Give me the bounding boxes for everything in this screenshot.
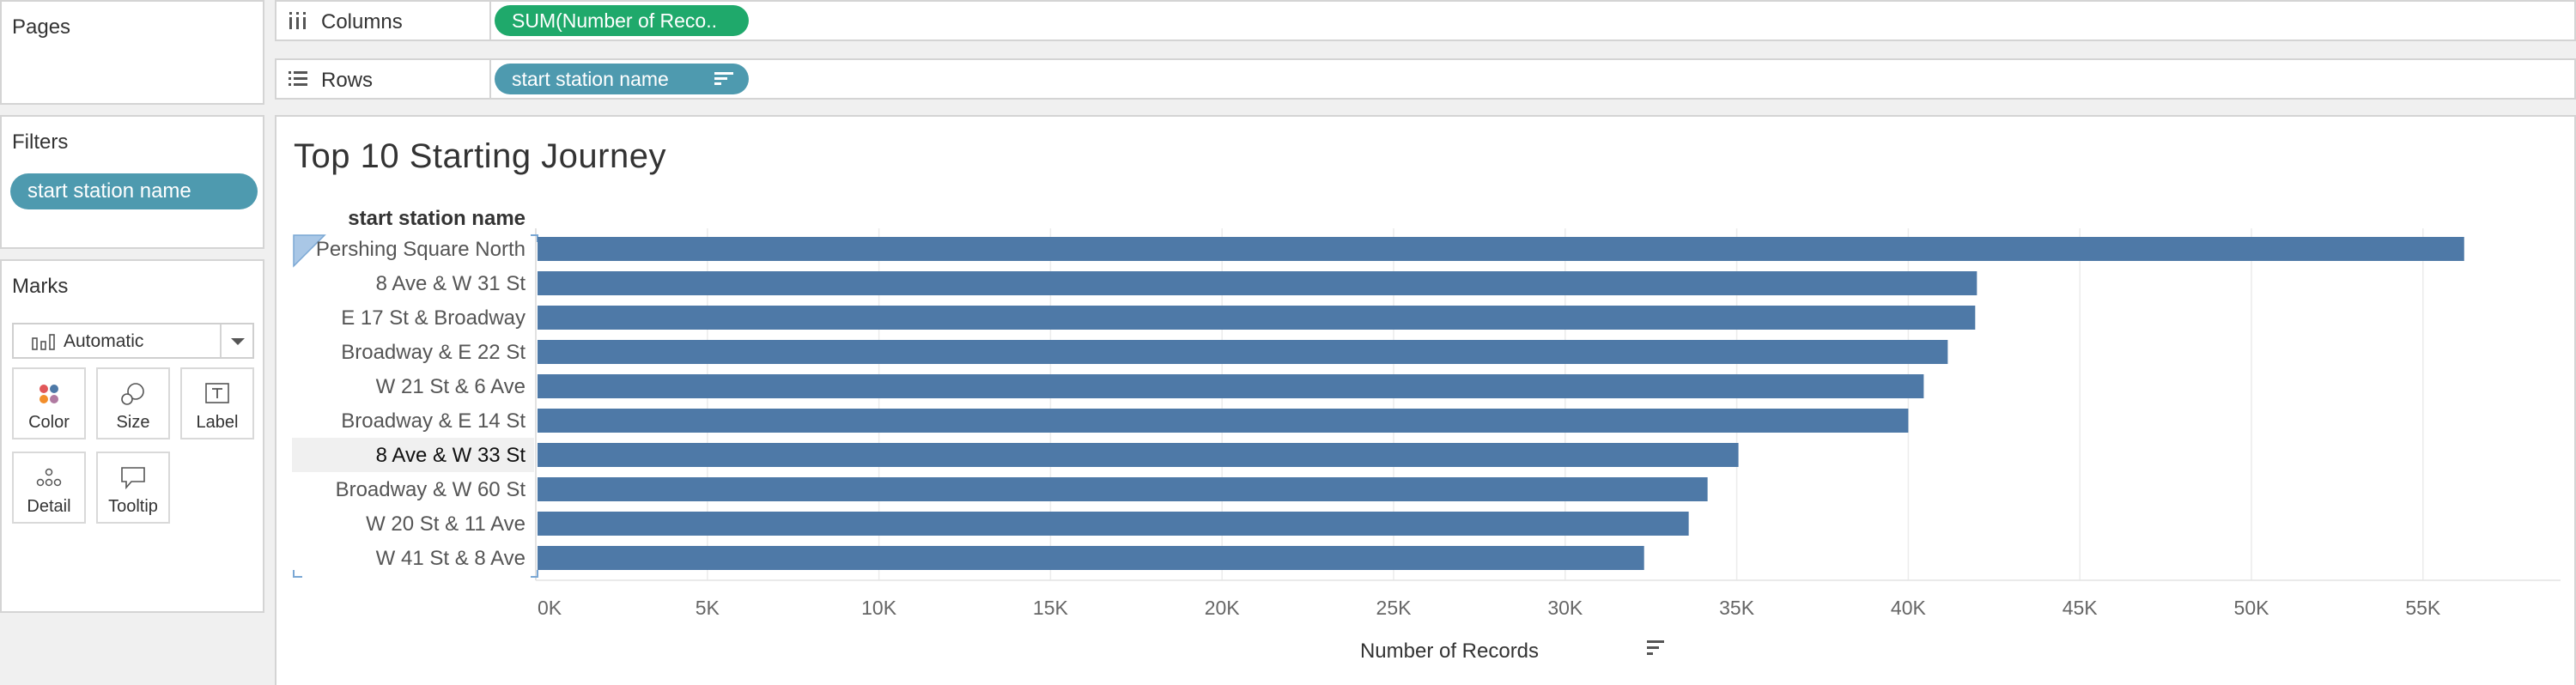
- sort-icon-bar: [1647, 652, 1653, 655]
- rows-pill-label: start station name: [512, 68, 669, 90]
- corner-selection-icon: [293, 234, 326, 268]
- x-tick-label: 40K: [1891, 597, 1927, 619]
- x-tick-label: 5K: [696, 597, 720, 619]
- row-header-label: start station name: [348, 207, 526, 230]
- columns-shelf[interactable]: Columns SUM(Number of Reco..: [275, 0, 2576, 41]
- sort-descending-icon: [714, 72, 733, 85]
- category-label[interactable]: Broadway & W 60 St: [336, 478, 526, 501]
- x-tick-label: 55K: [2405, 597, 2441, 619]
- bar-chart-icon: [32, 334, 55, 350]
- detail-icon: [36, 468, 62, 487]
- bar[interactable]: [538, 409, 1909, 433]
- x-tick-label: 25K: [1376, 597, 1413, 619]
- bar[interactable]: [538, 306, 1976, 330]
- x-tick-label: 45K: [2063, 597, 2099, 619]
- detail-button[interactable]: Detail: [12, 452, 86, 524]
- x-tick-label: 30K: [1547, 597, 1583, 619]
- category-label[interactable]: Pershing Square North: [316, 238, 526, 261]
- label-button[interactable]: Label: [180, 367, 254, 439]
- category-label[interactable]: W 20 St & 11 Ave: [366, 512, 526, 536]
- x-tick-label: 35K: [1719, 597, 1755, 619]
- x-tick-label: 0K: [538, 597, 562, 619]
- bar[interactable]: [538, 374, 1924, 398]
- color-button[interactable]: Color: [12, 367, 86, 439]
- sort-icon-bar: [1647, 646, 1659, 649]
- pages-title: Pages: [12, 15, 71, 39]
- label-icon: [205, 383, 229, 403]
- x-axis-title: Number of Records: [1360, 640, 1539, 663]
- selection-bracket: [293, 570, 302, 578]
- chevron-down-icon[interactable]: [220, 324, 252, 357]
- size-button[interactable]: Size: [96, 367, 170, 439]
- x-tick-label: 10K: [861, 597, 897, 619]
- selection-bracket: [531, 234, 538, 242]
- rows-pill[interactable]: start station name: [495, 64, 749, 94]
- marks-card[interactable]: Marks Automatic Color Size: [0, 259, 264, 613]
- tooltip-label: Tooltip: [108, 497, 158, 516]
- category-label[interactable]: W 21 St & 6 Ave: [376, 375, 526, 398]
- color-label: Color: [28, 413, 70, 432]
- selection-bracket: [531, 570, 538, 578]
- filter-pill-start-station-name[interactable]: start station name: [10, 173, 258, 209]
- bar[interactable]: [538, 477, 1708, 501]
- columns-icon: [289, 12, 306, 29]
- marks-title: Marks: [12, 275, 69, 298]
- rows-label: Rows: [321, 69, 374, 92]
- category-label[interactable]: Broadway & E 14 St: [341, 409, 526, 433]
- tooltip-icon: [121, 467, 145, 490]
- columns-pill[interactable]: SUM(Number of Reco..: [495, 5, 749, 36]
- chart-view[interactable]: Top 10 Starting Journey start station na…: [275, 115, 2576, 685]
- rows-shelf[interactable]: Rows start station name: [275, 58, 2576, 100]
- label-label: Label: [196, 413, 239, 432]
- size-label: Size: [116, 413, 150, 432]
- category-label[interactable]: 8 Ave & W 31 St: [376, 272, 526, 295]
- x-tick-label: 15K: [1033, 597, 1069, 619]
- pages-card[interactable]: Pages: [0, 0, 264, 105]
- filters-title: Filters: [12, 130, 69, 154]
- category-label[interactable]: W 41 St & 8 Ave: [376, 547, 526, 570]
- bar[interactable]: [538, 237, 2464, 261]
- bar[interactable]: [538, 546, 1644, 570]
- category-label[interactable]: Broadway & E 22 St: [341, 341, 526, 364]
- chart-title: Top 10 Starting Journey: [294, 137, 666, 175]
- bar[interactable]: [538, 443, 1739, 467]
- category-label[interactable]: E 17 St & Broadway: [341, 306, 526, 330]
- detail-label: Detail: [27, 497, 71, 516]
- category-label[interactable]: 8 Ave & W 33 St: [376, 444, 526, 467]
- mark-type-dropdown[interactable]: Automatic: [12, 323, 254, 359]
- bar[interactable]: [538, 271, 1978, 295]
- x-tick-label: 50K: [2234, 597, 2270, 619]
- bar-chart[interactable]: start station name Pershing Square North 8…: [276, 117, 2574, 685]
- columns-label: Columns: [321, 10, 403, 33]
- rows-icon: [289, 71, 307, 86]
- bar[interactable]: [538, 512, 1689, 536]
- filters-card[interactable]: Filters start station name: [0, 115, 264, 249]
- x-tick-label: 20K: [1205, 597, 1241, 619]
- size-icon: [121, 383, 144, 405]
- bar[interactable]: [538, 340, 1948, 364]
- tooltip-button[interactable]: Tooltip: [96, 452, 170, 524]
- color-icon: [39, 385, 58, 403]
- sort-icon-bar: [1647, 640, 1664, 643]
- highlighted-row-bg: [292, 438, 534, 472]
- mark-type-value: Automatic: [64, 331, 144, 351]
